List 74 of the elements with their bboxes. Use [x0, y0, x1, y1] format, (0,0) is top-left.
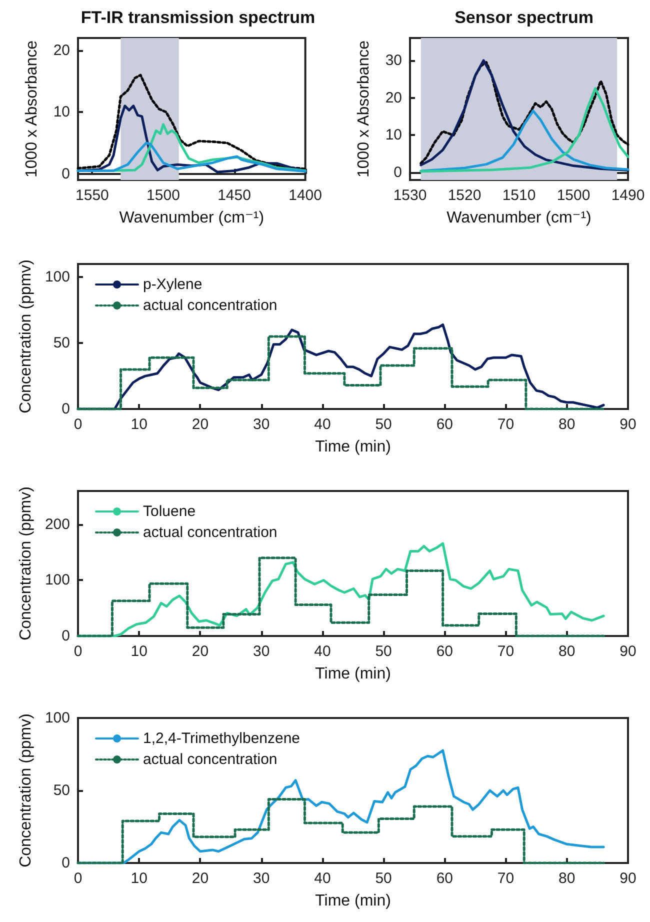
y-tick-label: 100	[44, 710, 70, 726]
x-tick-label: 40	[314, 643, 331, 660]
y-axis-title: 1000 x Absorbance	[356, 40, 372, 178]
x-tick-label: 1550	[76, 187, 109, 204]
y-tick-label: 100	[44, 268, 70, 286]
x-tick-label: 10	[130, 416, 148, 433]
x-tick-label: 30	[252, 870, 270, 887]
x-tick-label: 1530	[393, 187, 427, 204]
x-tick-label: 20	[192, 643, 209, 660]
x-tick-label: 1500	[556, 187, 590, 204]
y-tick-label: 50	[53, 334, 70, 352]
legend-label: actual concentration	[143, 751, 278, 768]
y-tick-label: 0	[62, 400, 70, 418]
x-tick-label: 1520	[448, 187, 482, 204]
x-tick-label: 1500	[146, 187, 180, 204]
x-tick-label: 60	[436, 416, 454, 433]
chart-title: Sensor spectrum	[454, 8, 594, 27]
x-axis-title: Time (min)	[315, 892, 391, 910]
x-tick-label: 70	[497, 870, 514, 887]
y-tick-label: 20	[53, 42, 70, 59]
x-tick-label: 60	[436, 870, 454, 887]
x-tick-label: 70	[497, 643, 514, 660]
x-tick-label: 30	[252, 643, 270, 660]
x-tick-label: 40	[314, 416, 331, 433]
legend-label: Toluene	[143, 503, 196, 520]
x-axis-title: Wavenumber (cm⁻¹)	[446, 210, 592, 226]
x-tick-label: 0	[74, 643, 82, 660]
y-axis-title: 1000 x Absorbance	[24, 40, 40, 178]
y-axis-title: Concentration (ppmv)	[18, 260, 35, 414]
x-tick-label: 90	[620, 870, 636, 887]
y-tick-label: 0	[62, 165, 70, 182]
x-tick-label: 1450	[218, 187, 251, 204]
x-tick-label: 1490	[611, 187, 645, 204]
x-tick-label: 80	[558, 416, 576, 433]
legend-label: actual concentration	[143, 297, 278, 314]
y-tick-label: 100	[44, 572, 70, 589]
x-tick-label: 20	[192, 416, 209, 433]
x-tick-label: 80	[558, 870, 576, 887]
x-axis-title: Time (min)	[315, 666, 391, 682]
x-tick-label: 90	[620, 643, 636, 660]
line-series	[76, 74, 307, 170]
y-tick-label: 50	[53, 782, 70, 799]
x-tick-label: 1510	[502, 187, 536, 204]
x-tick-label: 30	[252, 416, 270, 433]
y-tick-label: 0	[62, 854, 70, 872]
y-tick-label: 10	[385, 126, 402, 144]
y-tick-label: 30	[385, 52, 402, 69]
y-tick-label: 0	[62, 628, 70, 644]
legend-label: p-Xylene	[143, 276, 202, 293]
x-tick-label: 0	[74, 870, 82, 887]
legend-label: 1,2,4-Trimethylbenzene	[143, 730, 300, 747]
x-tick-label: 70	[497, 416, 514, 433]
x-axis-title: Time (min)	[315, 438, 391, 456]
x-tick-label: 0	[74, 416, 82, 433]
x-tick-label: 80	[558, 643, 576, 660]
y-tick-label: 10	[53, 104, 70, 121]
x-tick-label: 90	[620, 416, 636, 433]
line-series	[420, 110, 630, 172]
y-tick-label: 20	[385, 89, 402, 106]
x-tick-label: 10	[130, 870, 148, 887]
y-axis-title: Concentration (ppmv)	[18, 486, 35, 640]
x-tick-label: 60	[436, 643, 454, 660]
y-axis-title: Concentration (ppmv)	[18, 714, 35, 868]
line-series	[420, 87, 630, 173]
y-tick-label: 0	[394, 164, 402, 182]
legend-label: actual concentration	[143, 524, 278, 541]
x-tick-label: 20	[192, 870, 209, 887]
y-tick-label: 200	[44, 516, 70, 533]
x-axis-title: Wavenumber (cm⁻¹)	[119, 210, 264, 226]
chart-title: FT-IR transmission spectrum	[80, 8, 316, 27]
line-series	[76, 142, 307, 173]
x-tick-label: 40	[314, 870, 331, 887]
x-tick-label: 10	[130, 643, 148, 660]
x-tick-label: 1400	[288, 187, 322, 204]
